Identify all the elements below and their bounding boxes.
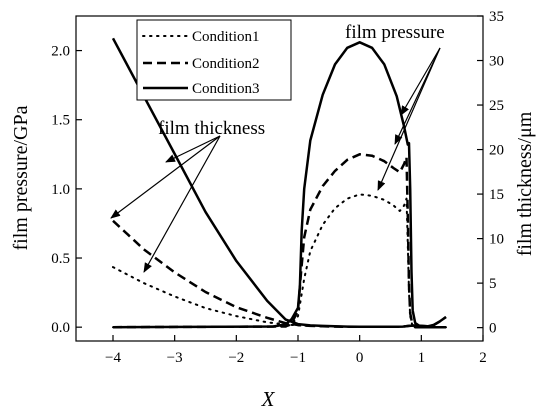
thickness-arrow-2 <box>110 135 221 219</box>
axis-ticks <box>76 15 484 341</box>
thickness-arrow-1 <box>165 135 221 163</box>
x-tick-label: −4 <box>105 350 121 366</box>
y-axis-left-title: film pressure/GPa <box>10 105 32 250</box>
series-thickness-condition1 <box>112 266 447 328</box>
y-left-tick-label: 0.5 <box>51 251 70 267</box>
pressure-arrow-1 <box>400 47 441 116</box>
x-tick-label: −3 <box>167 350 183 366</box>
y-right-tick-label: 10 <box>489 232 504 248</box>
legend-label-condition2: Condition2 <box>192 56 260 72</box>
x-tick-label: 1 <box>418 350 426 366</box>
annotation-film-pressure: film pressure <box>345 22 445 43</box>
x-tick-label: 0 <box>356 350 364 366</box>
y-axis-right-title: film thickness/μm <box>514 111 536 256</box>
legend-box <box>136 19 292 101</box>
legend: Condition1 Condition2 Condition3 <box>136 19 292 101</box>
y-right-tick-label: 25 <box>489 98 504 114</box>
y-left-tick-label: 1.5 <box>51 113 70 129</box>
y-right-tick-label: 5 <box>489 276 497 292</box>
thickness-arrow-3 <box>143 135 221 273</box>
annotation-film-thickness: film thickness <box>158 118 265 139</box>
pressure-arrow-3 <box>377 47 441 191</box>
x-tick-label: 2 <box>479 350 487 366</box>
plot-frame <box>75 15 484 342</box>
annotation-arrows <box>110 47 441 273</box>
x-tick-label: −1 <box>290 350 306 366</box>
y-left-tick-label: 1.0 <box>51 182 70 198</box>
series-thickness-condition3 <box>111 37 447 329</box>
series-pressure-condition1 <box>112 193 447 329</box>
series-thickness-condition2 <box>112 219 447 329</box>
y-right-tick-label: 30 <box>489 54 504 70</box>
x-tick-label: −2 <box>228 350 244 366</box>
series-pressure-condition2 <box>112 153 446 329</box>
y-left-tick-label: 2.0 <box>51 44 70 60</box>
y-right-tick-label: 0 <box>489 321 497 337</box>
tick-labels: −4 −3 −2 −1 0 1 2 0.0 0.5 1.0 1.5 2.0 0 5 10 15 20 25 30 35 <box>51 9 504 366</box>
legend-label-condition3: Condition3 <box>192 81 260 97</box>
y-right-tick-label: 35 <box>489 9 504 25</box>
y-right-tick-label: 15 <box>489 187 504 203</box>
series-pressure-condition3 <box>112 41 446 329</box>
y-left-tick-label: 0.0 <box>51 320 70 336</box>
y-right-tick-label: 20 <box>489 143 504 159</box>
series-layer <box>111 37 447 329</box>
legend-label-condition1: Condition1 <box>192 29 260 45</box>
x-axis-title: X <box>261 387 276 411</box>
